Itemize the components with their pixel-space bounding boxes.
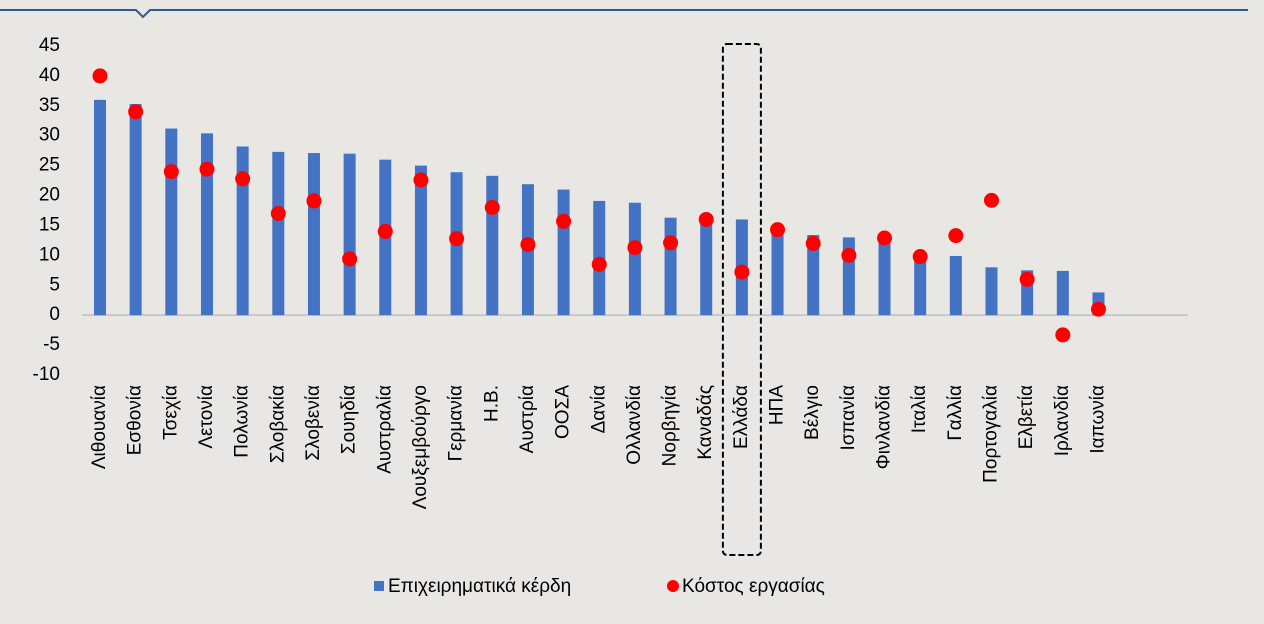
dot (520, 237, 536, 253)
bar (307, 153, 320, 316)
bar (949, 255, 962, 316)
dot (627, 240, 643, 256)
bar (771, 231, 784, 316)
dot (984, 192, 999, 208)
dot (948, 228, 964, 244)
bar (914, 258, 927, 316)
x-tick-label: Λιθουανία (89, 385, 110, 469)
dot (235, 171, 251, 187)
x-tick-label: Φινλανδία (874, 385, 895, 469)
x-tick-label: Λουξεμβούργο (410, 385, 431, 509)
legend-swatch (667, 580, 679, 592)
dot (413, 172, 429, 188)
y-tick-label: 20 (39, 185, 60, 206)
x-tick-label: Καναδάς (695, 385, 716, 460)
x-tick-label: Νορβηγία (660, 385, 681, 466)
x-tick-label: Πορτογαλία (981, 385, 1002, 483)
bar (807, 235, 820, 316)
x-tick-label: Σουηδία (339, 385, 360, 454)
bar (1021, 270, 1034, 316)
y-tick-label: 15 (39, 214, 60, 235)
dot (805, 235, 821, 251)
dot (1055, 327, 1071, 343)
bar (985, 267, 998, 316)
dot (698, 211, 714, 227)
bar (664, 217, 677, 316)
bar (628, 202, 641, 316)
x-tick-label: Εσθονία (125, 385, 146, 455)
x-tick-label: Βέλγιο (802, 385, 823, 440)
x-tick-label: Ιρλανδία (1052, 385, 1073, 456)
y-tick-label: 30 (39, 125, 60, 146)
bar (94, 99, 106, 316)
bar (236, 146, 249, 316)
highlight-box (721, 43, 762, 556)
x-tick-label: Ιαπωνία (1087, 385, 1108, 454)
dot (556, 213, 572, 229)
bar (878, 242, 891, 316)
x-tick-label: Ιταλία (909, 385, 930, 433)
dot (841, 247, 857, 263)
dot (270, 205, 286, 221)
dot (92, 68, 108, 84)
bar (129, 104, 142, 316)
y-tick-label: 10 (39, 244, 60, 265)
dot (734, 264, 750, 280)
y-tick-label: 45 (39, 35, 60, 56)
y-tick-label: 25 (39, 155, 60, 176)
dot (306, 193, 322, 209)
y-tick-label: 0 (49, 304, 60, 325)
x-tick-label: Ολλανδία (624, 385, 645, 465)
x-tick-label: Δανία (588, 385, 609, 433)
dot (342, 251, 358, 267)
dot (591, 256, 607, 272)
x-tick-label: Τσεχία (160, 385, 181, 440)
top-rule (0, 9, 1248, 19)
bar (200, 133, 213, 316)
x-tick-label: Ισπανία (838, 385, 859, 451)
bar (165, 128, 178, 316)
dot (877, 230, 893, 246)
dot (128, 104, 144, 120)
dot (163, 164, 179, 180)
x-tick-label: Η.Β. (481, 385, 502, 422)
x-tick-label: Ελλάδα (731, 385, 752, 449)
x-tick-label: Σλοβακία (267, 385, 288, 463)
bar (1056, 270, 1069, 316)
x-tick-label: Ελβετία (1016, 385, 1037, 449)
dot (770, 222, 786, 238)
x-tick-label: Λετονία (196, 385, 217, 449)
y-tick-label: 5 (49, 274, 60, 295)
x-tick-label: Πολωνία (232, 385, 253, 458)
bar (414, 165, 427, 316)
legend-label: Επιχειρηματικά κέρδη (388, 576, 571, 597)
dot (1090, 301, 1106, 317)
bar (343, 153, 356, 316)
y-tick-label: 35 (39, 95, 60, 116)
x-tick-label: ΗΠΑ (767, 385, 788, 425)
legend-swatch (374, 581, 384, 591)
x-tick-label: ΟΟΣΑ (553, 385, 574, 439)
y-tick-label: 40 (39, 65, 60, 86)
bar (486, 175, 499, 316)
bar (557, 189, 570, 316)
dot (199, 161, 215, 177)
dot (912, 249, 928, 265)
bar (272, 151, 285, 316)
y-tick-label: -10 (33, 364, 60, 385)
dot (377, 223, 393, 239)
x-tick-label: Σλοβενία (303, 385, 324, 461)
x-tick-label: Αυστρία (517, 385, 538, 453)
legend-label: Κόστος εργασίας (682, 576, 825, 597)
dot (1019, 271, 1035, 287)
dot (484, 200, 500, 216)
bar (700, 222, 713, 316)
dot (449, 231, 465, 247)
x-tick-label: Αυστραλία (374, 385, 395, 474)
x-tick-label: Γαλλία (945, 385, 966, 441)
x-tick-label: Γερμανία (446, 385, 467, 461)
dot (663, 235, 679, 251)
y-tick-label: -5 (43, 334, 60, 355)
